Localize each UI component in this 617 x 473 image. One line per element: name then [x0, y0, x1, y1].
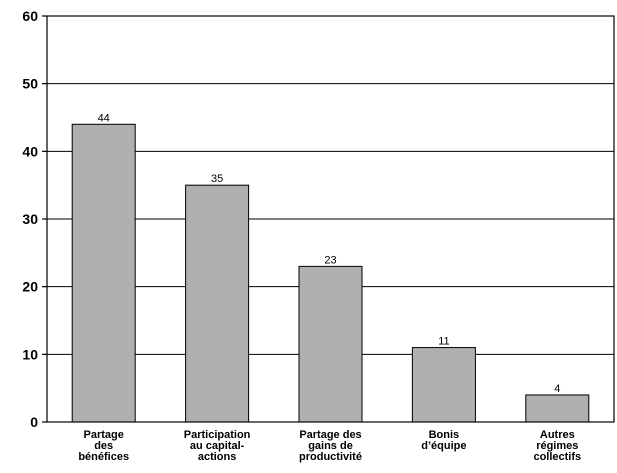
category-label-line: gains de [308, 440, 353, 452]
y-tick-label: 10 [22, 346, 38, 362]
category-label: Partage des bénéfices [78, 429, 129, 463]
axes [42, 15, 615, 423]
category-label-line: Bonis [429, 429, 460, 441]
category-label-line: au capital- [190, 440, 245, 452]
category-label-line: Partage [84, 429, 124, 441]
category-label-line: régimes [536, 440, 578, 452]
bar [525, 394, 590, 423]
category-label: Autres régimes collectifs [533, 429, 581, 463]
category-label: Participation au capital-actions [184, 429, 251, 463]
y-tick-label: 60 [22, 8, 38, 24]
plot-frame [46, 15, 615, 423]
bar [298, 265, 363, 423]
y-tick-label: 0 [30, 414, 38, 430]
category-label-line: Partage des [299, 429, 361, 441]
bar [71, 123, 136, 423]
data-label: 44 [98, 112, 110, 124]
y-tick-label: 50 [22, 76, 38, 92]
data-label: 4 [554, 383, 560, 395]
category-label-line: collectifs [533, 451, 581, 463]
category-label-line: actions [198, 451, 237, 463]
y-tick-label: 40 [22, 143, 38, 159]
category-label-line: productivité [299, 451, 362, 463]
category-label-line: Autres [540, 429, 575, 441]
data-label: 35 [211, 173, 223, 185]
y-tick-label: 30 [22, 211, 38, 227]
bar [411, 347, 476, 423]
labels: 0 10 20 30 40 50 60 44 Partage des bénéfices 35 Part… [22, 8, 581, 463]
y-tick-label: 20 [22, 279, 38, 295]
data-label: 23 [324, 254, 336, 266]
bar [185, 184, 250, 423]
category-label-line: Participation [184, 429, 251, 441]
data-label: 11 [438, 336, 449, 348]
category-label-line: bénéfices [78, 451, 129, 463]
category-label-line: des [94, 440, 113, 452]
bars [71, 123, 590, 423]
category-label: Partage des gains de productivité [299, 429, 362, 463]
category-label-line: d’équipe [421, 440, 466, 452]
category-label: Bonis d’équipe [421, 429, 466, 452]
